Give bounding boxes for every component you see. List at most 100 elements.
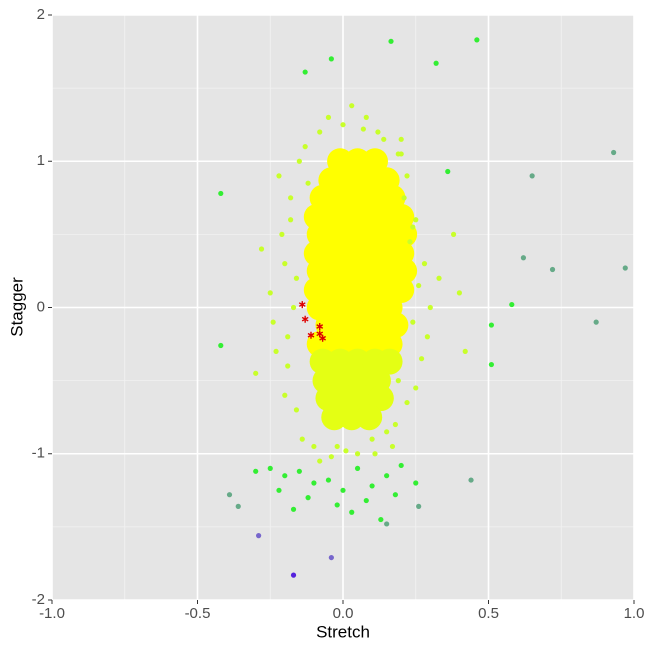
y-tick-label: -1 — [32, 445, 45, 462]
point — [593, 319, 599, 325]
point — [328, 554, 334, 561]
point — [317, 129, 323, 135]
point — [311, 443, 317, 450]
point — [404, 173, 410, 179]
point — [302, 144, 308, 150]
point — [328, 454, 334, 460]
point — [356, 404, 383, 431]
point — [389, 443, 396, 450]
y-tick-label: 2 — [37, 6, 45, 23]
point — [340, 122, 346, 128]
point — [290, 506, 297, 512]
asterisk-point — [316, 323, 324, 331]
point — [282, 392, 288, 398]
point — [354, 451, 361, 457]
y-axis-title: Stagger — [7, 277, 26, 337]
point — [424, 334, 430, 340]
point — [413, 385, 419, 391]
point — [282, 261, 288, 267]
y-tick-label: -2 — [32, 591, 45, 608]
asterisk-point — [298, 301, 306, 309]
point — [367, 385, 394, 412]
point — [276, 173, 282, 179]
point — [288, 195, 294, 201]
point — [296, 158, 302, 164]
point — [288, 217, 294, 223]
point — [421, 261, 428, 267]
point — [509, 301, 515, 308]
point — [450, 231, 457, 237]
point — [363, 114, 369, 120]
point — [325, 477, 332, 483]
x-tick-label: -1.0 — [39, 605, 65, 622]
point — [285, 334, 291, 340]
point — [296, 468, 302, 474]
point — [462, 348, 468, 354]
point — [407, 239, 413, 245]
point — [282, 473, 288, 479]
point — [258, 246, 265, 252]
point — [276, 487, 282, 493]
point — [611, 149, 617, 156]
x-tick-label: 1.0 — [624, 605, 645, 622]
point — [343, 448, 349, 454]
point — [349, 509, 355, 515]
point — [334, 443, 340, 450]
point — [395, 378, 401, 384]
point — [433, 60, 439, 66]
point — [404, 399, 410, 406]
point — [392, 421, 398, 428]
point — [293, 275, 300, 281]
point — [622, 265, 628, 271]
point — [488, 322, 495, 328]
point — [418, 356, 425, 362]
point — [293, 407, 300, 413]
point — [270, 319, 276, 325]
point — [267, 290, 273, 296]
point — [279, 231, 285, 237]
point — [395, 151, 401, 157]
point — [369, 436, 375, 442]
point — [349, 103, 355, 109]
point — [334, 502, 340, 508]
point — [401, 195, 407, 201]
point — [218, 342, 224, 349]
x-axis-title: Stretch — [316, 622, 370, 641]
point — [290, 572, 297, 578]
point — [391, 257, 418, 284]
point — [354, 465, 361, 471]
point — [376, 348, 403, 375]
point — [360, 126, 366, 132]
asterisk-point — [316, 330, 324, 338]
point — [413, 480, 419, 486]
y-tick-label: 0 — [37, 298, 45, 315]
point — [456, 290, 462, 296]
point — [340, 487, 346, 493]
point — [305, 495, 311, 501]
point — [302, 69, 308, 75]
point — [445, 168, 451, 175]
x-tick-label: 0.5 — [478, 605, 499, 622]
point — [474, 37, 480, 43]
point — [436, 275, 442, 281]
point — [363, 497, 369, 504]
point — [226, 492, 233, 498]
point — [392, 492, 398, 498]
point — [305, 180, 311, 186]
point — [384, 521, 390, 527]
point — [410, 224, 416, 230]
point — [398, 462, 404, 469]
point — [299, 436, 305, 442]
x-tick-label: -0.5 — [185, 605, 211, 622]
point — [416, 503, 422, 509]
point — [311, 480, 317, 486]
point — [468, 477, 474, 483]
point — [388, 38, 394, 44]
point — [235, 503, 241, 509]
x-tick-label: 0.0 — [333, 605, 354, 622]
point — [372, 451, 378, 457]
point — [253, 370, 259, 376]
point — [416, 282, 422, 289]
point — [378, 516, 384, 523]
